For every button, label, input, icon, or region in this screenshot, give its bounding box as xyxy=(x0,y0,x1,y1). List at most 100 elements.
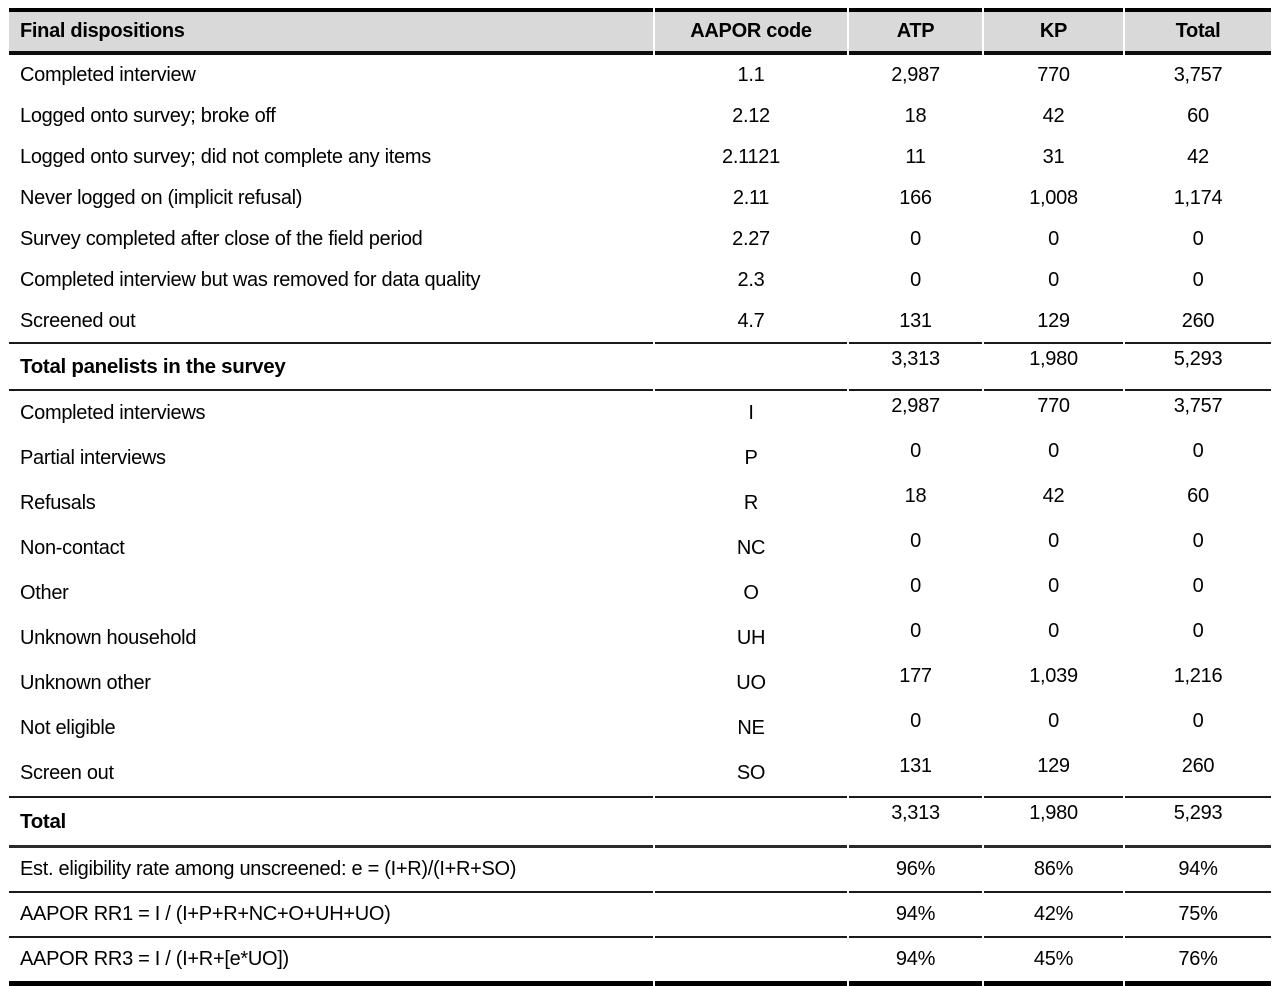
atp-value: 3,313 xyxy=(849,342,982,391)
table-row: Unknown other UO 177 1,039 1,216 xyxy=(9,661,1271,706)
table-row: Logged onto survey; did not complete any… xyxy=(9,137,1271,178)
kp-value: 129 xyxy=(1037,310,1070,332)
table-row: Partial interviews P 0 0 0 xyxy=(9,436,1271,481)
kp-value: 770 xyxy=(1037,395,1070,417)
aapor-code-value xyxy=(655,796,847,848)
kp-value: 0 xyxy=(1048,269,1059,291)
total-value: 0 xyxy=(1192,440,1204,462)
atp-value: 0 xyxy=(910,440,921,462)
atp-value: 0 xyxy=(910,710,921,732)
atp-value: 166 xyxy=(899,187,932,209)
atp-value: 0 xyxy=(910,620,921,642)
kp-value: 42 xyxy=(1042,485,1065,507)
kp-value: 86% xyxy=(984,848,1123,893)
atp-value: 18 xyxy=(904,485,927,507)
total-value: 42 xyxy=(1187,146,1209,168)
total-value: 1,174 xyxy=(1173,187,1223,209)
total-value: 76% xyxy=(1125,938,1271,986)
aapor-code-value: 2.3 xyxy=(737,269,765,291)
table-row: Never logged on (implicit refusal) 2.11 … xyxy=(9,178,1271,219)
total-value: 0 xyxy=(1192,575,1204,597)
kp-value: 42% xyxy=(984,893,1123,938)
aapor-code-value: R xyxy=(743,492,759,514)
table-row: Completed interview 1.1 2,987 770 3,757 xyxy=(9,55,1271,96)
table-row: Unknown household UH 0 0 0 xyxy=(9,616,1271,661)
aapor-code-value: 2.11 xyxy=(732,187,770,209)
aapor-code-value: I xyxy=(748,402,754,424)
kp-value: 129 xyxy=(1037,755,1070,777)
kp-value: 770 xyxy=(1037,64,1070,86)
aapor-code-value xyxy=(655,848,847,893)
aapor-category-label: Partial interviews xyxy=(20,447,166,469)
total-value: 60 xyxy=(1187,485,1209,507)
atp-value: 131 xyxy=(899,310,932,332)
atp-value: 177 xyxy=(899,665,932,687)
total-value: 0 xyxy=(1192,228,1204,250)
aapor-code-value xyxy=(655,938,847,986)
total-value: 1,216 xyxy=(1173,665,1223,687)
table-row: Completed interview but was removed for … xyxy=(9,260,1271,301)
kp-value: 1,039 xyxy=(1029,665,1078,687)
aapor-code-value: 1.1 xyxy=(737,64,765,86)
aapor-code-value: 2.12 xyxy=(732,105,770,127)
header-final-dispositions: Final dispositions xyxy=(9,8,653,55)
total-value: 75% xyxy=(1125,893,1271,938)
total-value: 0 xyxy=(1192,710,1204,732)
table-row: Non-contact NC 0 0 0 xyxy=(9,526,1271,571)
aapor-code-value: NC xyxy=(736,537,766,559)
atp-value: 96% xyxy=(849,848,982,893)
aapor-code-value: O xyxy=(743,582,759,604)
atp-value: 94% xyxy=(849,893,982,938)
kp-value: 0 xyxy=(1048,710,1059,732)
aapor-code-value: P xyxy=(744,447,758,469)
atp-value: 2,987 xyxy=(891,64,940,86)
aapor-code-value: NE xyxy=(737,717,765,739)
table-row: Refusals R 18 42 60 xyxy=(9,481,1271,526)
kp-value: 1,980 xyxy=(984,342,1123,391)
aapor-rr1-row: AAPOR RR1 = I / (I+P+R+NC+O+UH+UO) 94% 4… xyxy=(9,893,1271,938)
aapor-category-label: Other xyxy=(20,582,69,604)
eligibility-rate-row: Est. eligibility rate among unscreened: … xyxy=(9,848,1271,893)
table-row: Completed interviews I 2,987 770 3,757 xyxy=(9,391,1271,436)
aapor-category-label: Refusals xyxy=(20,492,96,514)
table-row: Logged onto survey; broke off 2.12 18 42… xyxy=(9,96,1271,137)
final-dispositions-table: Final dispositions AAPOR code ATP KP Tot… xyxy=(7,8,1273,986)
kp-value: 1,980 xyxy=(984,796,1123,848)
table-row: Not eligible NE 0 0 0 xyxy=(9,706,1271,751)
aapor-category-label: Not eligible xyxy=(20,717,116,739)
aapor-rr3-label: AAPOR RR3 = I / (I+R+[e*UO]) xyxy=(9,938,653,986)
atp-value: 2,987 xyxy=(891,395,940,417)
eligibility-rate-label: Est. eligibility rate among unscreened: … xyxy=(9,848,653,893)
total-panelists-label: Total panelists in the survey xyxy=(9,342,653,391)
total-value: 5,293 xyxy=(1125,342,1271,391)
kp-value: 0 xyxy=(1048,575,1059,597)
aapor-rr3-row: AAPOR RR3 = I / (I+R+[e*UO]) 94% 45% 76% xyxy=(9,938,1271,986)
total-value: 0 xyxy=(1192,269,1204,291)
atp-value: 11 xyxy=(905,146,926,168)
kp-value: 0 xyxy=(1048,440,1059,462)
total-value: 0 xyxy=(1192,530,1204,552)
table-header-row: Final dispositions AAPOR code ATP KP Tot… xyxy=(9,8,1271,55)
header-total: Total xyxy=(1125,8,1271,55)
aapor-category-label: Unknown household xyxy=(20,627,197,649)
kp-value: 31 xyxy=(1042,146,1065,168)
atp-value: 18 xyxy=(904,105,927,127)
kp-value: 0 xyxy=(1048,228,1059,250)
disposition-label: Logged onto survey; did not complete any… xyxy=(20,146,431,168)
aapor-rr1-label: AAPOR RR1 = I / (I+P+R+NC+O+UH+UO) xyxy=(9,893,653,938)
kp-value: 42 xyxy=(1042,105,1065,127)
aapor-category-label: Screen out xyxy=(20,762,114,784)
aapor-code-value: 4.7 xyxy=(737,310,765,332)
disposition-label: Completed interview but was removed for … xyxy=(20,269,481,291)
disposition-label: Never logged on (implicit refusal) xyxy=(20,187,303,209)
header-atp: ATP xyxy=(849,8,982,55)
disposition-label: Screened out xyxy=(20,310,136,332)
total-value: 60 xyxy=(1187,105,1209,127)
atp-value: 0 xyxy=(910,228,921,250)
atp-value: 3,313 xyxy=(849,796,982,848)
total-value: 0 xyxy=(1192,620,1204,642)
aapor-code-value xyxy=(655,342,847,391)
grand-total-label: Total xyxy=(9,796,653,848)
aapor-category-label: Unknown other xyxy=(20,672,151,694)
aapor-code-value: SO xyxy=(736,762,766,784)
